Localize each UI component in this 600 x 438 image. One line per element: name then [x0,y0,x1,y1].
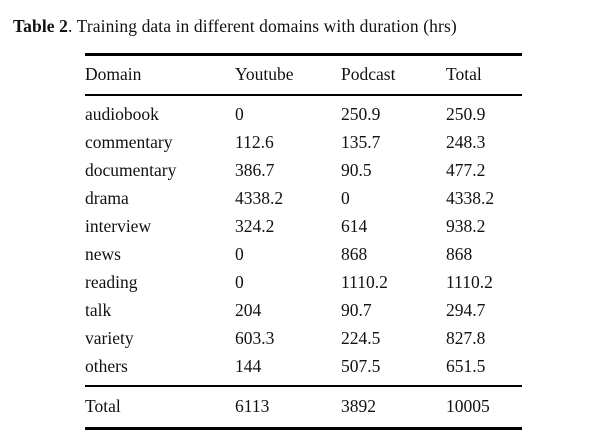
youtube-cell: 324.2 [235,216,275,236]
total-cell: 250.9 [446,104,486,124]
total-cell: 294.7 [446,300,486,320]
caption-text: . Training data in different domains wit… [68,16,457,36]
youtube-cell: 603.3 [235,328,275,348]
youtube-cell: 386.7 [235,160,275,180]
youtube-cell: 112.6 [235,132,274,152]
header-domain: Domain [85,64,142,84]
podcast-cell: 224.5 [341,328,381,348]
total-cell: 4338.2 [446,188,495,208]
domain-cell: audiobook [85,104,159,124]
table-row: drama 4338.2 0 4338.2 [85,185,522,213]
podcast-cell: 868 [341,244,368,264]
podcast-cell: 250.9 [341,104,381,124]
table-row: variety 603.3 224.5 827.8 [85,325,522,353]
podcast-cell: 507.5 [341,356,381,376]
podcast-cell: 135.7 [341,132,381,152]
total-label-cell: Total [85,396,121,416]
table-row: documentary 386.7 90.5 477.2 [85,157,522,185]
total-youtube-cell: 6113 [235,396,270,416]
youtube-cell: 0 [235,244,244,264]
table-caption: Table 2. Training data in different doma… [0,0,600,47]
podcast-cell: 0 [341,188,350,208]
youtube-cell: 0 [235,104,244,124]
domain-cell: commentary [85,132,173,152]
total-cell: 651.5 [446,356,486,376]
total-cell: 938.2 [446,216,486,236]
podcast-cell: 90.7 [341,300,372,320]
domain-cell: variety [85,328,134,348]
table-row: commentary 112.6 135.7 248.3 [85,129,522,157]
total-cell: 868 [446,244,473,264]
domain-cell: talk [85,300,112,320]
table-row: audiobook 0 250.9 250.9 [85,95,522,129]
header-podcast: Podcast [341,64,396,84]
table-body: audiobook 0 250.9 250.9 commentary 112.6… [85,95,522,386]
table-row: reading 0 1110.2 1110.2 [85,269,522,297]
domain-cell: drama [85,188,129,208]
podcast-cell: 1110.2 [341,272,388,292]
table-row: talk 204 90.7 294.7 [85,297,522,325]
caption-label: Table 2 [13,16,69,36]
domain-cell: news [85,244,121,264]
domain-cell: reading [85,272,138,292]
total-row: Total 6113 3892 10005 [85,386,522,429]
domain-cell: interview [85,216,152,236]
table-row: news 0 868 868 [85,241,522,269]
total-cell: 248.3 [446,132,486,152]
total-cell: 477.2 [446,160,486,180]
table-row: interview 324.2 614 938.2 [85,213,522,241]
youtube-cell: 144 [235,356,262,376]
domain-cell: others [85,356,128,376]
header-total: Total [446,64,482,84]
total-cell: 827.8 [446,328,486,348]
table-row: others 144 507.5 651.5 [85,353,522,386]
total-cell: 1110.2 [446,272,493,292]
header-youtube: Youtube [235,64,294,84]
header-row: Domain Youtube Podcast Total [85,54,522,95]
youtube-cell: 0 [235,272,244,292]
youtube-cell: 204 [235,300,262,320]
youtube-cell: 4338.2 [235,188,284,208]
table-footer: Total 6113 3892 10005 [85,386,522,429]
table-header: Domain Youtube Podcast Total [85,54,522,95]
total-sum-cell: 10005 [446,396,490,416]
training-data-table: Domain Youtube Podcast Total audiobook 0… [85,53,522,430]
podcast-cell: 614 [341,216,368,236]
domain-cell: documentary [85,160,177,180]
podcast-cell: 90.5 [341,160,372,180]
total-podcast-cell: 3892 [341,396,376,416]
